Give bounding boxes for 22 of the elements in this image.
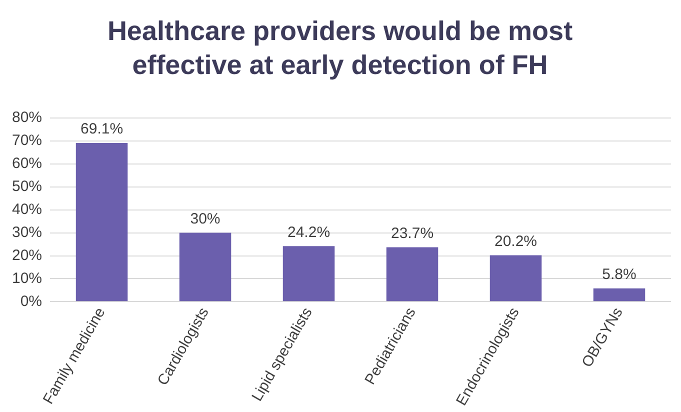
y-tick-label: 60% (12, 155, 42, 172)
data-label: 23.7% (390, 224, 434, 242)
bar (490, 255, 542, 302)
y-tick-label: 0% (20, 292, 42, 310)
y-tick-label: 20% (12, 246, 42, 264)
bar (593, 288, 646, 302)
chart-title: Healthcare providers would be most effective at early detection of FH (106, 15, 574, 82)
data-label: 24.2% (287, 224, 330, 241)
bar (179, 232, 232, 302)
y-tick-label: 80% (12, 109, 42, 126)
y-tick-label: 30% (12, 224, 42, 241)
y-tick-label: 70% (12, 132, 42, 150)
data-label: 5.8% (602, 266, 636, 284)
y-tick-label: 10% (12, 270, 42, 287)
y-tick-label: 40% (12, 200, 42, 218)
data-label: 30% (190, 210, 220, 228)
data-label: 69.1% (80, 120, 124, 138)
bar (282, 246, 335, 302)
data-label: 20.2% (494, 232, 538, 250)
y-tick-label: 50% (12, 178, 42, 196)
bar (386, 247, 438, 302)
bar (76, 143, 128, 302)
